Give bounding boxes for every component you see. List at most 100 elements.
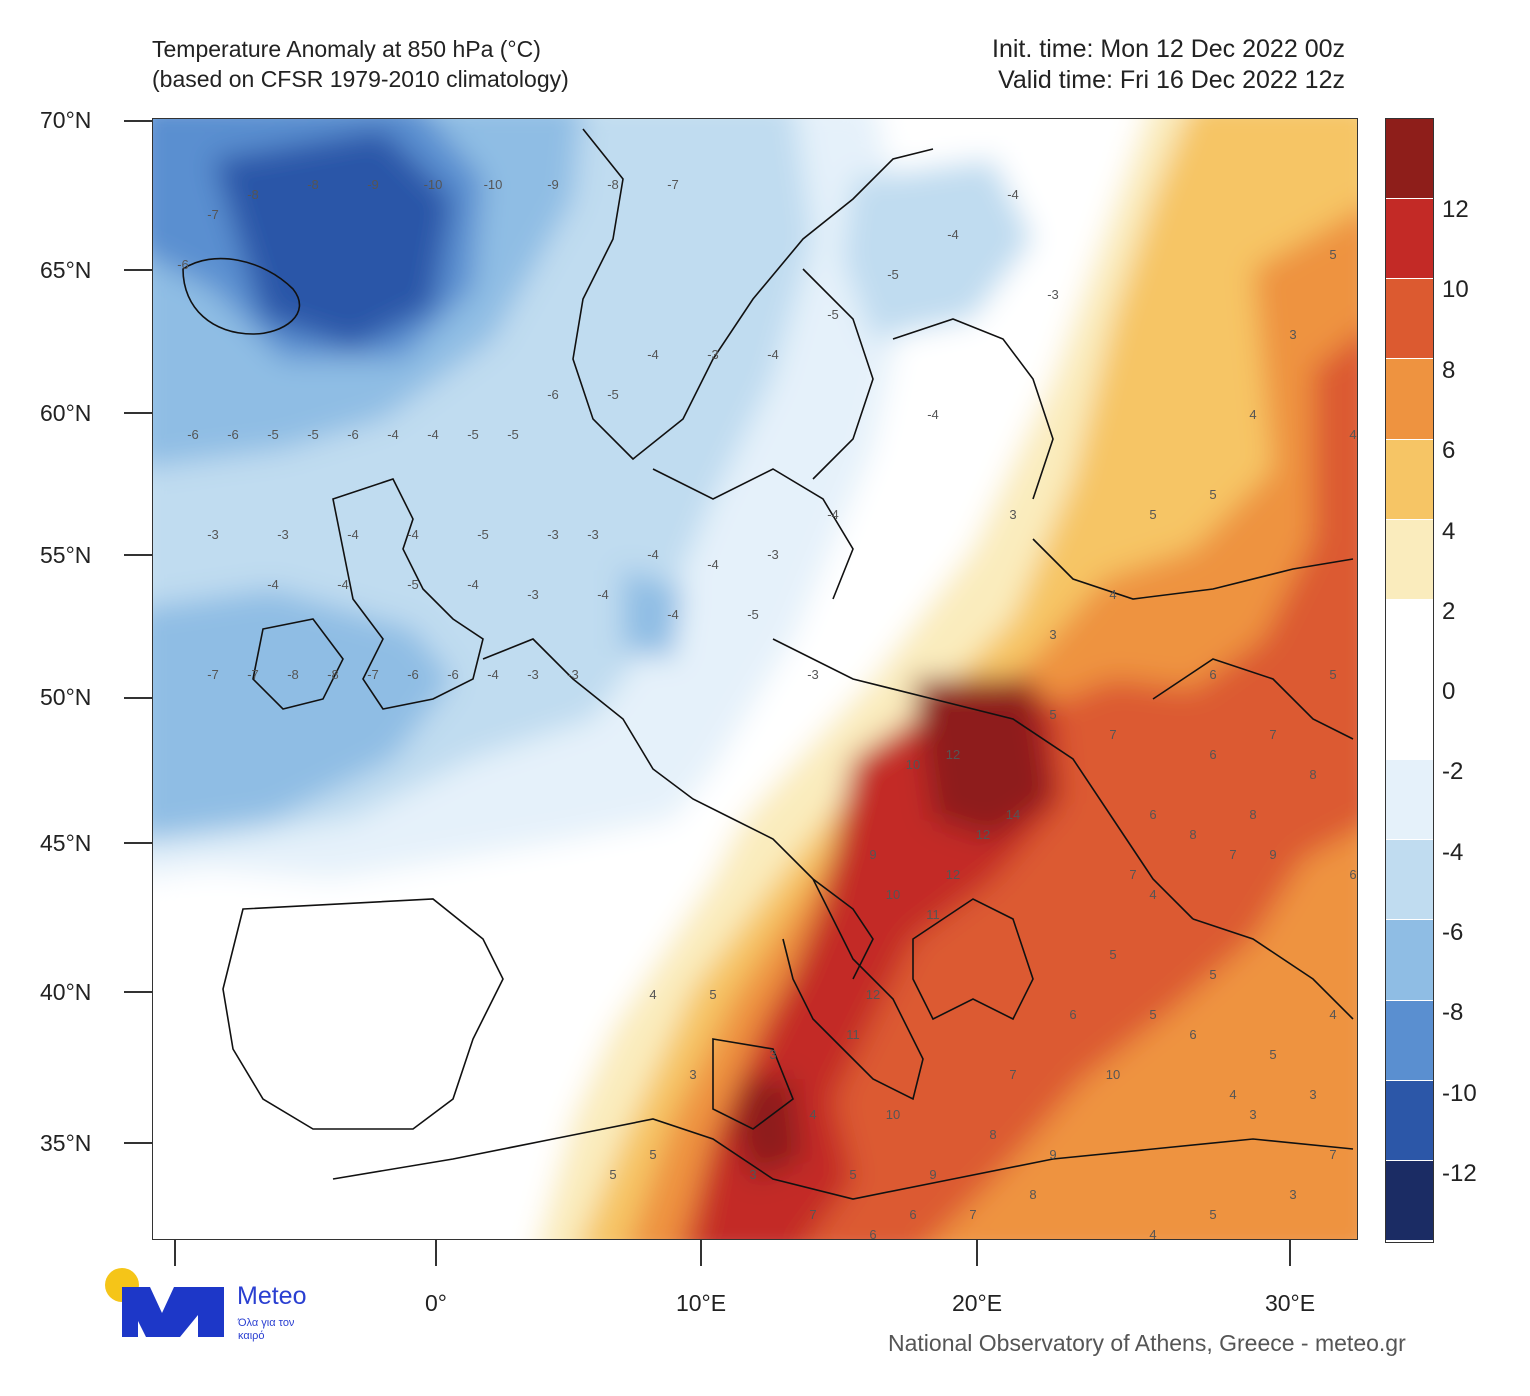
anomaly-value-label: 3 [749,1167,756,1182]
anomaly-value-label: -8 [287,667,299,682]
lon-label-30e: 30°E [1264,1290,1316,1316]
colorbar-label: -2 [1442,758,1464,785]
anomaly-value-label: 5 [1329,247,1336,262]
anomaly-value-label: -3 [567,667,579,682]
anomaly-value-label: 5 [1329,667,1336,682]
map-title-line1: Temperature Anomaly at 850 hPa (°C) [152,36,541,62]
colorbar-cell [1386,279,1433,360]
lat-tick [124,1142,152,1144]
anomaly-value-label: 3 [1289,327,1296,342]
meteo-logo[interactable] [100,1265,340,1355]
anomaly-value-label: -4 [427,427,439,442]
credit-text: National Observatory of Athens, Greece -… [888,1330,1406,1356]
colorbar-label: 2 [1442,598,1456,625]
lat-tick [124,554,152,556]
anomaly-value-label: -9 [367,177,379,192]
anomaly-value-label: 3 [769,1047,776,1062]
anomaly-value-label: 7 [1109,727,1116,742]
anomaly-value-label: 10 [906,757,920,772]
init-time: Init. time: Mon 12 Dec 2022 00z [992,35,1345,63]
anomaly-value-label: -3 [767,547,779,562]
anomaly-value-label: 10 [886,1107,900,1122]
anomaly-value-label: -8 [307,177,319,192]
colorbar-cell [1386,920,1433,1001]
lat-label-35: 35°N [40,1130,92,1156]
anomaly-value-label: 8 [1309,767,1316,782]
anomaly-value-label: 5 [1209,1207,1216,1222]
anomaly-value-label: 6 [1209,747,1216,762]
anomaly-value-label: 4 [1349,427,1356,442]
anomaly-value-label: 5 [1049,707,1056,722]
anomaly-value-label: -5 [747,607,759,622]
anomaly-value-label: -4 [487,667,499,682]
anomaly-value-label: -3 [707,347,719,362]
anomaly-value-label: -8 [607,177,619,192]
anomaly-value-label: 7 [1269,727,1276,742]
lon-tick [1289,1240,1291,1266]
anomaly-value-label: -5 [827,307,839,322]
colorbar [1385,118,1434,1243]
anomaly-value-label: -4 [337,577,349,592]
anomaly-value-label: 7 [1329,1147,1336,1162]
map-title-line2: (based on CFSR 1979-2010 climatology) [152,66,569,92]
anomaly-value-label: -7 [207,207,219,222]
lat-label-50: 50°N [40,684,92,710]
anomaly-value-label: 10 [886,887,900,902]
anomaly-value-label: -8 [247,187,259,202]
anomaly-value-label: 4 [1149,1227,1156,1240]
anomaly-value-label: 3 [689,1067,696,1082]
anomaly-value-label: 12 [946,867,960,882]
anomaly-value-label: 7 [969,1207,976,1222]
anomaly-map[interactable]: -3 -3 -4 -4 -5 -3 -4 -4 -5 -3 -4 -4 -5 -4 -3 -3 -4 -4 -3 -4… [152,118,1358,1240]
logo-name: Meteo [237,1282,307,1310]
anomaly-value-label: -7 [247,667,259,682]
anomaly-value-label: 4 [649,987,656,1002]
colorbar-label: 0 [1442,678,1456,705]
anomaly-value-label: 5 [1269,1047,1276,1062]
anomaly-value-label: -5 [887,267,899,282]
anomaly-value-label: -6 [407,667,419,682]
anomaly-value-label: 9 [1269,847,1276,862]
lon-label-0: 0° [425,1290,447,1316]
anomaly-value-label: -5 [407,577,419,592]
colorbar-cell [1386,519,1433,600]
anomaly-value-label: 3 [1249,1107,1256,1122]
anomaly-value-label: -5 [267,427,279,442]
anomaly-value-label: -3 [1047,287,1059,302]
anomaly-value-label: -3 [527,667,539,682]
anomaly-value-label: 7 [809,1207,816,1222]
anomaly-value-label: -8 [327,667,339,682]
lat-tick [124,697,152,699]
anomaly-shading [153,119,1357,1239]
anomaly-value-label: -7 [367,667,379,682]
anomaly-value-label: -9 [547,177,559,192]
anomaly-value-label: -4 [707,557,719,572]
anomaly-value-label: 5 [609,1167,616,1182]
anomaly-value-label: -3 [207,527,219,542]
anomaly-value-label: 12 [946,747,960,762]
anomaly-value-label: 12 [976,827,990,842]
anomaly-value-label: -4 [597,587,609,602]
anomaly-value-label: 3 [1049,627,1056,642]
coastlines [182,128,1354,1200]
lat-label-55: 55°N [40,542,92,568]
lat-label-65: 65°N [40,257,92,283]
lat-label-40: 40°N [40,979,92,1005]
anomaly-value-label: -5 [607,387,619,402]
anomaly-value-label: -4 [947,227,959,242]
anomaly-value-label: -3 [547,527,559,542]
anomaly-value-label: -4 [387,427,399,442]
colorbar-label: -10 [1442,1080,1477,1107]
anomaly-value-label: -4 [767,347,779,362]
lat-label-45: 45°N [40,830,92,856]
anomaly-value-label: 3 [1309,1087,1316,1102]
anomaly-value-label: -5 [307,427,319,442]
anomaly-value-label: 5 [709,987,716,1002]
anomaly-value-label: 5 [1209,967,1216,982]
lon-tick [174,1240,176,1266]
anomaly-value-label: -7 [667,177,679,192]
anomaly-value-label: 6 [1189,1027,1196,1042]
anomaly-value-label: 10 [1106,1067,1120,1082]
anomaly-value-label: -3 [587,527,599,542]
anomaly-value-label: -7 [207,667,219,682]
